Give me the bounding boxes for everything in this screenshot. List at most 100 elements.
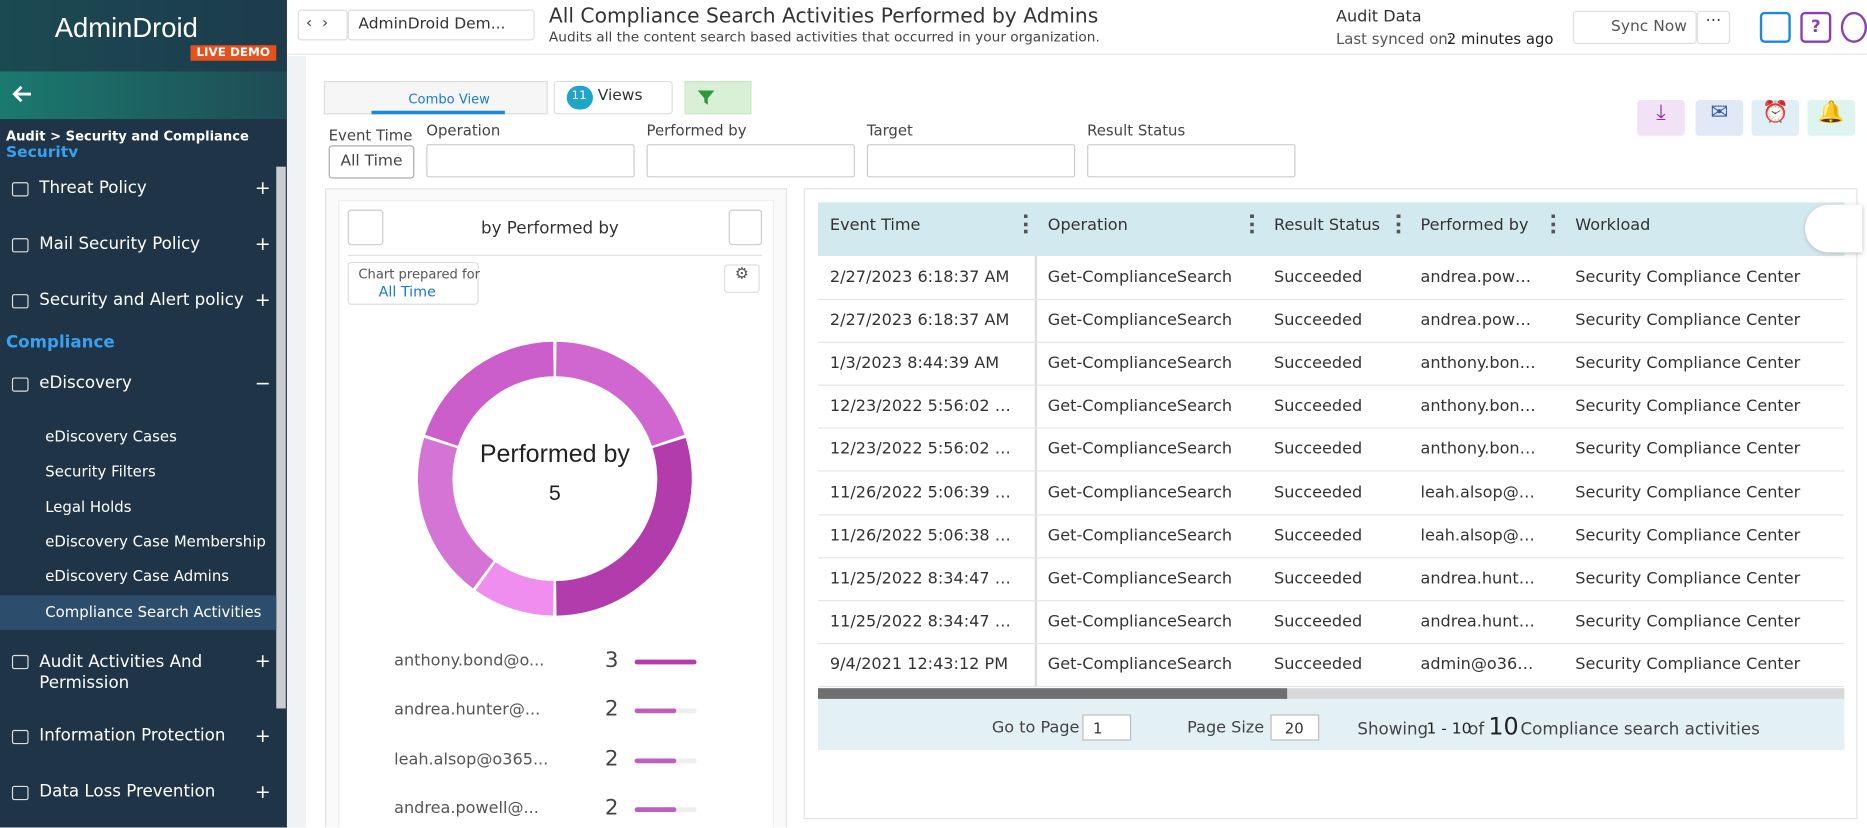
col-menu[interactable]: Event Time — [1023, 214, 1029, 234]
help-button[interactable]: ? — [1800, 11, 1832, 43]
search-button[interactable] — [1759, 11, 1791, 43]
submenu-item[interactable]: eDiscovery Case Membership — [45, 532, 266, 551]
table-cell[interactable]: anthony.bon… — [1420, 353, 1536, 373]
size-input[interactable] — [1270, 714, 1320, 741]
column-header[interactable]: Result Status — [1274, 215, 1381, 235]
center-value: 5 — [549, 481, 561, 505]
audit-label: Audit Data — [1335, 7, 1422, 27]
sync-button[interactable] — [1572, 10, 1697, 45]
event-time-value[interactable]: All Time — [340, 152, 403, 171]
table-cell: Security Compliance Center — [1575, 439, 1801, 459]
menu-toggle[interactable]: + — [254, 288, 271, 311]
verify-button[interactable] — [1840, 11, 1867, 43]
menu-item[interactable]: Audit Activities And Permission — [39, 652, 203, 693]
menu-toggle[interactable]: + — [254, 648, 271, 672]
column-header[interactable]: Operation — [1047, 215, 1128, 235]
filter-select[interactable] — [646, 144, 855, 178]
submenu-item[interactable]: Security Filters — [45, 461, 156, 480]
table-cell: 9/4/2021 12:43:12 PM — [829, 654, 1009, 674]
table-cell: Get-ComplianceSearch — [1047, 568, 1233, 588]
more-button[interactable]: ··· — [1696, 10, 1731, 45]
prepared-value[interactable]: All Time — [378, 283, 436, 301]
menu-item[interactable]: Security and Alert policy — [39, 290, 244, 310]
chart-add-button[interactable] — [728, 209, 763, 246]
alert-button[interactable]: 🔔 — [1807, 100, 1856, 136]
row-line — [818, 599, 1845, 601]
filter-select[interactable] — [866, 144, 1076, 178]
table-cell: 12/23/2022 5:56:02 … — [829, 439, 1011, 459]
table-cell: 12/23/2022 5:56:02 … — [829, 396, 1011, 416]
submenu-item[interactable]: eDiscovery Cases — [45, 427, 177, 446]
menu-item[interactable]: Threat Policy — [39, 178, 147, 198]
view-label[interactable]: Combo View — [408, 91, 490, 108]
column-header[interactable]: Workload — [1575, 215, 1651, 235]
views-label[interactable]: Views — [597, 86, 643, 105]
table-cell[interactable]: andrea.hunt… — [1420, 568, 1535, 588]
table-cell[interactable]: anthony.bon… — [1420, 396, 1536, 416]
chart-divider — [347, 254, 763, 256]
mail-button[interactable]: ✉ — [1695, 100, 1744, 136]
column-header[interactable]: Event Time — [829, 215, 921, 235]
menu-item[interactable]: Data Loss Prevention — [39, 782, 216, 802]
table-cell[interactable]: andrea.pow… — [1420, 267, 1532, 287]
menu-toggle[interactable]: + — [254, 723, 271, 747]
menu-toggle[interactable]: + — [254, 176, 271, 199]
table-cell[interactable]: andrea.hunt… — [1420, 611, 1535, 631]
filter-select[interactable] — [426, 144, 635, 178]
legend-bar — [634, 659, 697, 665]
export-button[interactable]: ⤓ — [1637, 100, 1685, 136]
donut-segment — [556, 341, 685, 446]
table-cell: Get-ComplianceSearch — [1047, 267, 1233, 287]
event-time-select[interactable] — [328, 145, 415, 179]
col-gear[interactable] — [1805, 204, 1863, 253]
sync-label[interactable]: Sync Now — [1611, 17, 1687, 36]
tenant-select[interactable] — [347, 9, 535, 41]
size-value[interactable]: 20 — [1284, 719, 1304, 738]
row-line — [818, 556, 1845, 558]
total-noun: Compliance search activities — [1520, 720, 1760, 740]
table-cell: Get-ComplianceSearch — [1047, 310, 1233, 330]
table-cell[interactable]: leah.alsop@… — [1420, 482, 1535, 502]
col-menu[interactable]: Result Status — [1396, 214, 1402, 234]
menu-item[interactable]: eDiscovery — [39, 373, 132, 393]
prepared-box[interactable] — [347, 261, 479, 305]
filter-select[interactable] — [1087, 144, 1296, 178]
goto-label: Go to Page — [991, 717, 1080, 738]
submenu-item[interactable]: Legal Holds — [45, 497, 132, 516]
page-input[interactable] — [1082, 714, 1132, 741]
hscroll-thumb[interactable] — [818, 688, 1288, 699]
menu-toggle[interactable]: − — [254, 371, 271, 395]
nav-buttons[interactable]: ‹ › — [297, 9, 348, 41]
col-menu[interactable]: Operation — [1250, 214, 1255, 234]
page-value[interactable]: 1 — [1093, 719, 1103, 738]
row-line — [818, 384, 1845, 387]
filter-button[interactable] — [684, 80, 752, 115]
table-cell: Get-ComplianceSearch — [1047, 439, 1233, 459]
chart-settings[interactable]: ⚙ — [723, 264, 760, 293]
table-cell[interactable]: anthony.bon… — [1420, 439, 1536, 459]
col-menu[interactable]: Performed by — [1551, 214, 1556, 234]
legend-value: 2 — [604, 696, 619, 722]
table-cell[interactable]: leah.alsop@… — [1420, 525, 1535, 545]
menu-toggle[interactable]: + — [254, 232, 271, 255]
back-bar[interactable] — [0, 71, 287, 120]
table-cell[interactable]: andrea.pow… — [1420, 310, 1532, 330]
table-cell: Succeeded — [1274, 568, 1363, 588]
table-cell: Get-ComplianceSearch — [1047, 611, 1233, 631]
chart-type-button[interactable] — [347, 209, 384, 246]
column-header[interactable]: Performed by — [1420, 215, 1529, 235]
table-cell: Get-ComplianceSearch — [1047, 353, 1233, 373]
menu-item[interactable]: Information Protection — [39, 726, 226, 746]
row-line — [818, 427, 1845, 430]
back-arrow[interactable] — [10, 81, 36, 107]
submenu-item[interactable]: Compliance Search Activities — [45, 602, 262, 621]
menu-toggle[interactable]: + — [254, 779, 271, 803]
schedule-button[interactable]: ⏰ — [1751, 100, 1800, 136]
table-cell[interactable]: admin@o36… — [1420, 654, 1534, 674]
group-by[interactable]: by Performed by — [481, 219, 619, 239]
submenu-item[interactable]: eDiscovery Case Admins — [45, 566, 230, 585]
table-cell: Security Compliance Center — [1575, 482, 1801, 502]
table-cell: Succeeded — [1274, 396, 1363, 416]
menu-item[interactable]: Mail Security Policy — [39, 234, 201, 254]
